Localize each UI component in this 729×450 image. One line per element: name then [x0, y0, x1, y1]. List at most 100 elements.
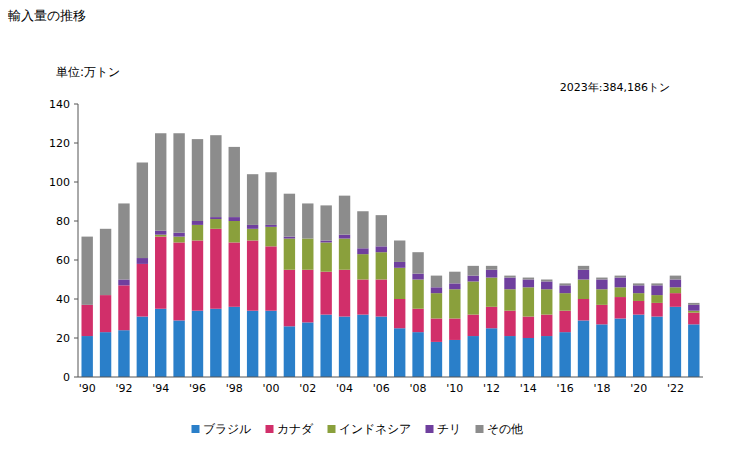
bar-segment: [541, 280, 552, 282]
y-tick: [74, 182, 78, 183]
bar-segment: [486, 328, 497, 377]
y-tick: [74, 338, 78, 339]
bar-segment: [412, 332, 423, 377]
bar-segment: [265, 246, 276, 310]
bar-segment: [651, 295, 662, 303]
bar-segment: [229, 307, 240, 377]
x-tick-label: '22: [667, 382, 684, 395]
bar-segment: [615, 287, 626, 297]
bar-segment: [615, 319, 626, 378]
bar-segment: [394, 241, 405, 262]
y-tick-label: 60: [56, 254, 70, 267]
bar-segment: [688, 313, 699, 325]
bar-segment: [468, 266, 479, 276]
annotation: 2023年:384,186トン: [560, 81, 670, 94]
bar-segment: [615, 276, 626, 278]
bar-segment: [615, 297, 626, 318]
x-tick-label: '14: [520, 382, 537, 395]
bar-segment: [376, 215, 387, 246]
bar-segment: [578, 280, 589, 300]
bar-segment: [100, 229, 111, 295]
bar-segment: [320, 315, 331, 377]
bar-segment: [81, 305, 92, 336]
bar-segment: [155, 231, 166, 235]
bar-segment: [431, 287, 442, 293]
y-tick-label: 140: [49, 98, 70, 111]
x-tick-label: '08: [410, 382, 427, 395]
bar-segment: [173, 237, 184, 243]
bar-segment: [302, 270, 313, 323]
bar-segment: [81, 336, 92, 377]
bar-segment: [412, 252, 423, 273]
bar-segment: [449, 289, 460, 318]
bar-segment: [155, 237, 166, 309]
bar-segment: [559, 332, 570, 377]
bar-segment: [578, 320, 589, 377]
bar-segment: [523, 338, 534, 377]
legend-label: ブラジル: [203, 422, 251, 436]
bar-segment: [486, 266, 497, 270]
bar-segment: [394, 268, 405, 299]
x-tick-label: '92: [115, 382, 132, 395]
bar-segment: [210, 309, 221, 377]
bar-segment: [302, 322, 313, 377]
y-tick: [74, 143, 78, 144]
bar-segment: [357, 248, 368, 254]
bar-segment: [357, 315, 368, 377]
bar-segment: [449, 340, 460, 377]
bar-segment: [651, 285, 662, 295]
bar-segment: [670, 307, 681, 377]
bar-segment: [284, 237, 295, 239]
y-tick: [74, 221, 78, 222]
bar-segment: [596, 280, 607, 290]
bar-segment: [523, 287, 534, 316]
x-tick-label: '94: [152, 382, 169, 395]
bar-segment: [210, 217, 221, 219]
x-tick-label: '06: [373, 382, 390, 395]
bar-segment: [173, 233, 184, 237]
bar-segment: [633, 301, 644, 315]
bar-segment: [339, 317, 350, 377]
bar-segment: [210, 219, 221, 229]
legend-swatch: [476, 425, 484, 433]
bar-segment: [247, 174, 258, 225]
bar-segment: [357, 280, 368, 315]
bar-segment: [596, 278, 607, 280]
x-tick-label: '04: [336, 382, 353, 395]
bar-segment: [192, 139, 203, 221]
bar-segment: [412, 309, 423, 332]
bar-segment: [137, 264, 148, 317]
bar-segment: [449, 283, 460, 289]
bar-segment: [504, 276, 515, 278]
bar-segment: [137, 258, 148, 264]
bar-segment: [688, 303, 699, 305]
bar-segment: [265, 225, 276, 227]
bar-segment: [596, 289, 607, 305]
y-tick-label: 80: [56, 215, 70, 228]
legend-label: その他: [487, 422, 523, 436]
bar-segment: [468, 336, 479, 377]
y-tick: [74, 104, 78, 105]
bar-segment: [100, 295, 111, 332]
legend-swatch: [266, 425, 274, 433]
bar-segment: [449, 319, 460, 340]
bar-segment: [431, 342, 442, 377]
bar-segment: [118, 285, 129, 330]
bar-segment: [265, 311, 276, 377]
legend-label: カナダ: [277, 422, 314, 436]
bar-segment: [376, 252, 387, 279]
y-tick-label: 40: [56, 293, 70, 306]
bar-segment: [265, 172, 276, 225]
bar-segment: [651, 317, 662, 377]
y-tick-label: 0: [63, 371, 70, 384]
bar-segment: [394, 328, 405, 377]
bar-segment: [633, 285, 644, 293]
bar-segment: [376, 317, 387, 377]
bar-segment: [357, 254, 368, 279]
y-tick-label: 120: [49, 137, 70, 150]
bar-segment: [670, 293, 681, 307]
bar-segment: [137, 317, 148, 377]
bar-segment: [651, 283, 662, 285]
bar-segment: [596, 324, 607, 377]
bar-segment: [670, 276, 681, 280]
